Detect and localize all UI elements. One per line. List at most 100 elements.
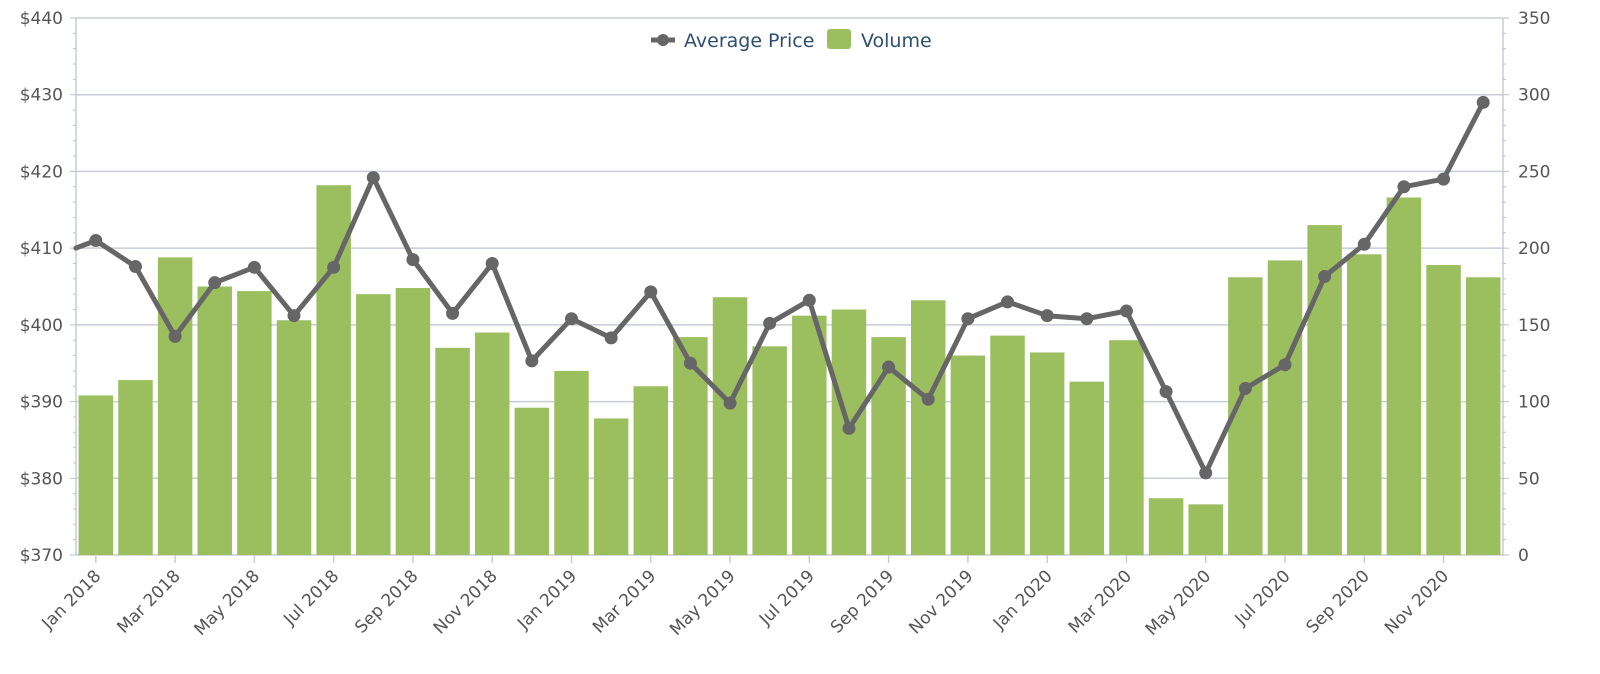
left-axis-tick-label: $430 xyxy=(20,86,63,106)
volume-bar-6 xyxy=(276,320,312,555)
volume-bar-16 xyxy=(673,337,708,555)
left-axis-tick-label: $370 xyxy=(20,546,63,566)
left-axis-tick-label: $380 xyxy=(20,469,63,489)
price-point-33 xyxy=(1357,237,1371,251)
left-axis-tick-label: $390 xyxy=(20,393,63,413)
x-axis-tick-label: Sep 2018 xyxy=(351,566,422,637)
x-axis-tick-label: Jan 2020 xyxy=(989,566,1057,634)
price-point-17 xyxy=(723,396,737,410)
price-point-25 xyxy=(1040,309,1054,323)
left-axis-tick-label: $410 xyxy=(20,239,63,259)
price-point-9 xyxy=(406,253,420,267)
x-axis-tick-label: Jul 2018 xyxy=(279,566,343,630)
x-axis-tick-label: Jul 2019 xyxy=(755,566,819,630)
x-axis-tick-label: Jan 2018 xyxy=(38,566,106,634)
price-point-18 xyxy=(763,316,777,330)
volume-bar-17 xyxy=(712,297,748,555)
volume-bar-13 xyxy=(554,370,589,555)
price-point-1 xyxy=(89,233,103,247)
price-point-31 xyxy=(1278,358,1292,372)
price-point-24 xyxy=(1001,295,1015,309)
price-point-13 xyxy=(564,312,578,326)
volume-bar-31 xyxy=(1267,260,1303,555)
x-axis-tick-label: Sep 2019 xyxy=(827,566,898,637)
price-point-10 xyxy=(446,306,460,320)
volume-bar-10 xyxy=(435,347,470,555)
price-point-15 xyxy=(644,285,658,299)
volume-bar-14 xyxy=(593,418,629,555)
volume-bar-33 xyxy=(1347,254,1382,555)
volume-bar-36 xyxy=(1465,277,1501,555)
right-axis-tick-label: 300 xyxy=(1518,86,1550,106)
volume-bars xyxy=(78,185,1501,556)
x-axis-tick-label: Mar 2020 xyxy=(1065,566,1136,637)
price-point-14 xyxy=(604,331,618,345)
price-point-34 xyxy=(1397,180,1411,194)
right-axis-tick-label: 200 xyxy=(1518,239,1550,259)
legend-label-average-price: Average Price xyxy=(684,30,814,52)
price-point-8 xyxy=(366,171,380,185)
volume-bar-18 xyxy=(752,346,787,555)
volume-bar-25 xyxy=(1029,352,1065,555)
left-axis-labels: $440 $430 $420 $410 $400 $390 $380 $370 xyxy=(20,9,63,566)
legend[interactable]: Average Price Volume xyxy=(651,29,932,52)
price-point-21 xyxy=(882,360,896,374)
price-point-26 xyxy=(1080,312,1094,326)
legend-square-marker xyxy=(827,29,851,49)
x-axis-tick-label: Nov 2019 xyxy=(905,566,977,638)
price-point-30 xyxy=(1238,382,1252,396)
price-point-12 xyxy=(525,354,539,368)
x-axis-labels: Jan 2018 Mar 2018 May 2018 Jul 2018 Sep 2018… xyxy=(38,566,1454,639)
price-point-29 xyxy=(1199,466,1213,480)
price-point-20 xyxy=(842,421,856,435)
volume-bar-24 xyxy=(990,335,1025,555)
legend-dot-marker xyxy=(657,34,669,46)
volume-bar-11 xyxy=(474,332,510,555)
price-point-36 xyxy=(1476,95,1490,109)
volume-bar-9 xyxy=(395,288,431,555)
volume-bar-15 xyxy=(633,386,669,555)
volume-bar-5 xyxy=(237,291,272,555)
volume-bar-3 xyxy=(157,257,193,555)
volume-bar-4 xyxy=(197,286,232,555)
volume-bar-35 xyxy=(1426,265,1461,555)
x-axis-tick-label: May 2019 xyxy=(666,566,739,639)
price-point-3 xyxy=(168,329,182,343)
price-point-22 xyxy=(921,392,935,406)
price-point-11 xyxy=(485,256,499,270)
price-point-19 xyxy=(802,293,816,307)
x-axis-tick-label: May 2020 xyxy=(1142,566,1215,639)
volume-bar-29 xyxy=(1188,504,1223,555)
price-point-4 xyxy=(208,276,222,290)
right-axis-tick-label: 100 xyxy=(1518,393,1550,413)
volume-bar-28 xyxy=(1148,498,1184,555)
volume-bar-27 xyxy=(1109,340,1144,555)
volume-bar-23 xyxy=(950,355,986,555)
price-point-2 xyxy=(128,260,142,274)
volume-bar-12 xyxy=(514,407,550,555)
x-axis-tick-label: May 2018 xyxy=(190,566,263,639)
x-axis-tick-label: Mar 2019 xyxy=(589,566,660,637)
price-point-32 xyxy=(1318,270,1332,284)
volume-bar-22 xyxy=(910,300,946,555)
x-axis-tick-label: Nov 2020 xyxy=(1381,566,1453,638)
grid-lines xyxy=(76,17,1503,556)
price-point-5 xyxy=(247,260,261,274)
volume-bar-1 xyxy=(78,395,114,555)
x-axis-tick-label: Mar 2018 xyxy=(113,566,184,637)
legend-item-average-price[interactable]: Average Price xyxy=(651,30,814,52)
volume-bar-2 xyxy=(118,380,153,555)
x-axis-tick-label: Jan 2019 xyxy=(513,566,581,634)
price-point-35 xyxy=(1437,172,1451,186)
volume-bar-8 xyxy=(356,294,391,555)
right-axis-tick-label: 250 xyxy=(1518,162,1550,182)
left-axis-tick-label: $420 xyxy=(20,162,63,182)
left-axis-tick-label: $440 xyxy=(20,9,63,29)
x-axis-tick-label: Sep 2020 xyxy=(1303,566,1374,637)
legend-label-volume: Volume xyxy=(861,30,932,52)
axes xyxy=(70,17,1509,563)
right-axis-tick-label: 350 xyxy=(1518,9,1550,29)
legend-item-volume[interactable]: Volume xyxy=(827,29,932,52)
price-point-16 xyxy=(683,356,697,370)
